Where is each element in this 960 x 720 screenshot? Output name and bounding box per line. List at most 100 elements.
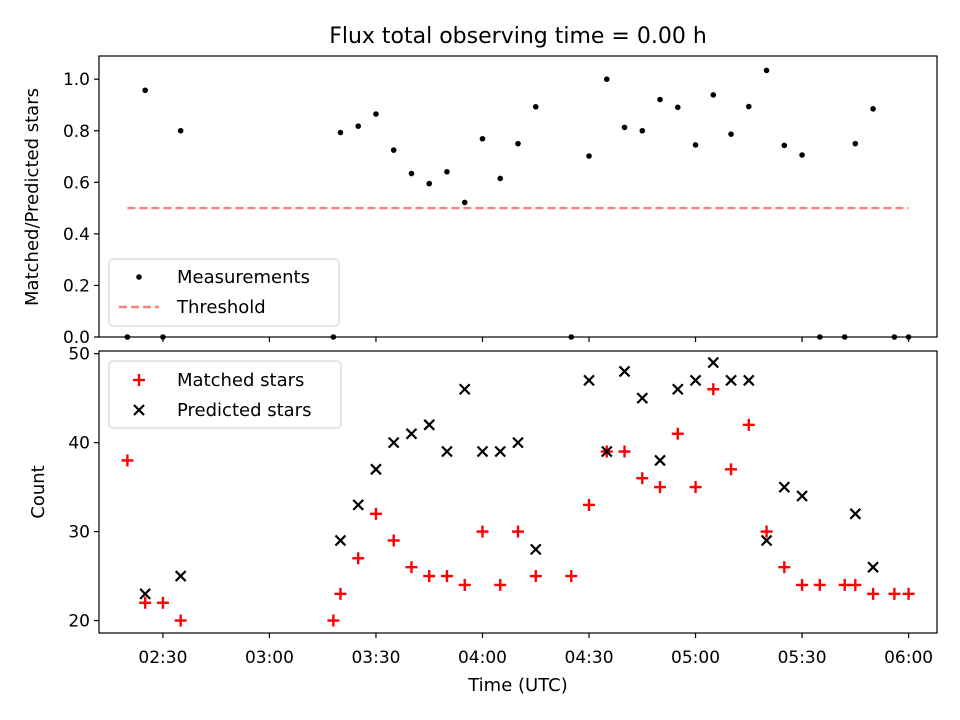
- matched-star-point: [742, 418, 755, 431]
- predicted-star-stroke: [370, 463, 382, 476]
- legend-measurements-marker: [136, 274, 142, 280]
- measurement-point: [426, 180, 433, 187]
- predicted-star-point: [494, 445, 507, 458]
- predicted-star-stroke: [600, 445, 613, 458]
- predicted-star-point: [370, 463, 382, 476]
- legend-predicted-marker: [133, 404, 145, 416]
- top-y-tick-label: 0.8: [63, 122, 90, 142]
- x-tick-label: 04:00: [458, 648, 507, 668]
- predicted-star-stroke: [387, 436, 400, 449]
- x-tick-label: 05:00: [671, 648, 720, 668]
- predicted-star-stroke: [529, 543, 542, 556]
- measurement-point: [408, 170, 415, 177]
- matched-star-point: [423, 570, 436, 583]
- measurement-point: [799, 152, 805, 158]
- top-chart-title: Flux total observing time = 0.00 h: [329, 24, 707, 49]
- legend-matched-label: Matched stars: [177, 370, 304, 391]
- matched-star-point: [352, 552, 365, 565]
- measurement-point: [710, 92, 717, 98]
- bottom-y-axis-label: Count: [28, 465, 49, 518]
- matched-star-point: [689, 481, 702, 494]
- predicted-star-point: [743, 374, 755, 387]
- predicted-star-point: [618, 365, 631, 378]
- top-y-tick-label: 0.2: [63, 276, 90, 296]
- matched-star-point: [529, 570, 542, 583]
- predicted-star-point: [760, 534, 773, 547]
- top-y-axis-label: Matched/Predicted stars: [22, 88, 43, 306]
- predicted-star-stroke: [423, 419, 436, 431]
- predicted-star-point: [423, 419, 436, 431]
- matched-star-point: [813, 578, 826, 591]
- predicted-star-stroke: [725, 374, 737, 387]
- predicted-star-stroke: [778, 481, 791, 493]
- measurement-point: [621, 124, 628, 131]
- matched-star-point: [494, 578, 507, 591]
- x-tick-label: 02:30: [138, 648, 187, 668]
- bottom-plot-frame: [98, 350, 938, 634]
- matched-star-point: [512, 525, 524, 538]
- measurement-point: [870, 106, 876, 112]
- predicted-star-point: [458, 383, 471, 396]
- predicted-star-stroke: [618, 365, 631, 378]
- top-y-tick-label: 1.0: [63, 70, 90, 90]
- top-plot-frame: [98, 55, 938, 338]
- matched-star-point: [369, 507, 382, 520]
- predicted-star-stroke: [636, 392, 649, 404]
- measurement-point: [337, 129, 344, 136]
- measurement-point: [444, 168, 450, 175]
- matched-star-point: [838, 578, 851, 591]
- x-tick-label: 04:30: [565, 648, 614, 668]
- predicted-star-stroke: [494, 445, 507, 458]
- matched-star-point: [405, 561, 418, 574]
- legend-predicted-label: Predicted stars: [177, 400, 311, 421]
- measurement-point: [586, 153, 592, 159]
- measurement-point: [532, 103, 539, 110]
- predicted-star-stroke: [405, 427, 418, 440]
- matched-star-point: [849, 578, 862, 591]
- predicted-star-stroke: [654, 454, 666, 467]
- measurement-point: [657, 96, 663, 103]
- predicted-star-stroke: [760, 534, 773, 547]
- measurement-point: [603, 76, 610, 83]
- predicted-star-stroke: [583, 374, 595, 387]
- bottom-legend-box: [108, 360, 342, 429]
- matched-star-point: [760, 525, 773, 538]
- measurement-point: [479, 135, 486, 142]
- predicted-star-stroke: [476, 445, 489, 458]
- legend-measurements-label: Measurements: [177, 267, 310, 288]
- legend-threshold-label: Threshold: [176, 297, 266, 318]
- bottom-legend: Matched stars Predicted stars: [108, 360, 342, 429]
- bottom-y-tick-label: 20: [68, 612, 90, 632]
- bottom-y-tick-label: 40: [68, 434, 90, 454]
- x-tick-label: 06:00: [884, 648, 933, 668]
- measurement-point: [461, 199, 468, 206]
- measurement-point: [497, 175, 504, 182]
- x-axis-label: Time (UTC): [467, 675, 568, 696]
- predicted-star-point: [725, 374, 737, 387]
- measurement-point: [692, 142, 699, 148]
- matched-star-point: [565, 570, 578, 583]
- predicted-star-point: [334, 534, 347, 547]
- predicted-star-stroke: [707, 356, 720, 369]
- predicted-star-point: [654, 454, 666, 467]
- matched-star-point: [139, 596, 152, 609]
- predicted-star-stroke: [672, 383, 684, 396]
- measurement-point: [355, 123, 362, 129]
- top-y-tick-label: 0.6: [63, 173, 90, 193]
- matched-star-point: [618, 445, 631, 458]
- bottom-y-tick-label: 50: [68, 345, 90, 365]
- top-legend-box: [108, 258, 340, 327]
- matched-star-point: [440, 570, 453, 583]
- matched-star-point: [636, 472, 649, 485]
- matched-star-point: [387, 534, 400, 547]
- measurement-point: [674, 104, 681, 111]
- matched-star-point: [778, 561, 791, 574]
- predicted-star-stroke: [458, 383, 471, 396]
- predicted-star-point: [139, 588, 151, 600]
- bottom-y-tick-label: 30: [68, 523, 90, 543]
- top-legend: Measurements Threshold: [108, 258, 340, 327]
- predicted-star-point: [849, 508, 862, 520]
- matched-star-point: [476, 525, 489, 538]
- predicted-star-point: [707, 356, 720, 369]
- predicted-star-point: [405, 427, 418, 440]
